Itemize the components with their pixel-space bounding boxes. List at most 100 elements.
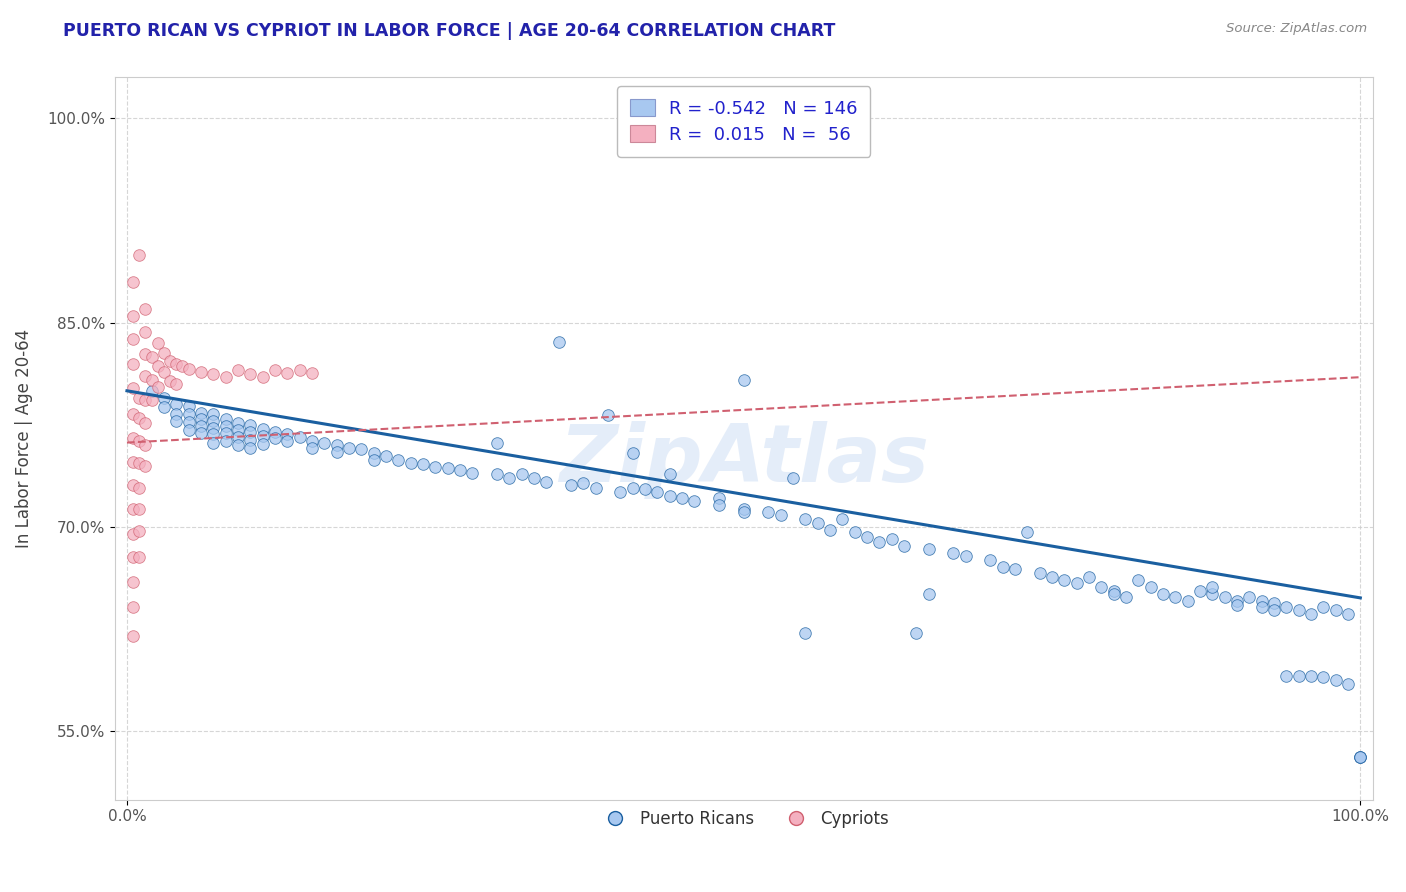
Point: [449, 463, 471, 477]
Point: [461, 466, 484, 480]
Point: [177, 407, 200, 421]
Point: [621, 481, 644, 495]
Point: [177, 399, 200, 413]
Point: [172, 359, 194, 374]
Point: [141, 350, 163, 364]
Point: [1324, 673, 1347, 687]
Point: [202, 368, 225, 382]
Point: [1053, 573, 1076, 587]
Point: [412, 458, 434, 472]
Point: [1288, 668, 1310, 682]
Point: [585, 481, 607, 495]
Point: [128, 434, 150, 449]
Point: [122, 574, 145, 589]
Point: [572, 476, 595, 491]
Point: [1263, 603, 1285, 617]
Point: [128, 524, 150, 538]
Point: [146, 336, 169, 351]
Point: [314, 435, 336, 450]
Point: [214, 419, 236, 434]
Point: [122, 432, 145, 446]
Point: [733, 502, 755, 516]
Legend: Puerto Ricans, Cypriots: Puerto Ricans, Cypriots: [592, 803, 896, 835]
Point: [214, 370, 236, 384]
Point: [893, 539, 915, 553]
Point: [141, 393, 163, 408]
Point: [1250, 600, 1272, 615]
Point: [436, 461, 458, 475]
Point: [128, 456, 150, 470]
Point: [252, 370, 274, 384]
Point: [1337, 607, 1360, 622]
Point: [658, 467, 681, 481]
Point: [122, 407, 145, 421]
Point: [634, 482, 657, 496]
Point: [844, 525, 866, 540]
Point: [1350, 750, 1372, 764]
Point: [122, 332, 145, 346]
Point: [536, 475, 558, 489]
Point: [363, 453, 385, 467]
Point: [399, 456, 422, 470]
Point: [1102, 587, 1125, 601]
Point: [264, 432, 287, 446]
Point: [485, 467, 508, 481]
Point: [1250, 593, 1272, 607]
Point: [159, 354, 181, 368]
Point: [782, 471, 804, 485]
Point: [756, 505, 779, 519]
Point: [190, 406, 212, 420]
Point: [146, 380, 169, 394]
Point: [1201, 580, 1223, 594]
Point: [1213, 590, 1236, 604]
Point: [485, 435, 508, 450]
Point: [498, 471, 520, 485]
Point: [276, 366, 298, 380]
Point: [917, 587, 939, 601]
Point: [165, 414, 187, 428]
Point: [1152, 587, 1174, 601]
Point: [658, 489, 681, 503]
Point: [794, 512, 817, 526]
Point: [1324, 603, 1347, 617]
Point: [794, 626, 817, 640]
Point: [425, 460, 447, 475]
Point: [134, 347, 156, 361]
Point: [226, 430, 249, 444]
Y-axis label: In Labor Force | Age 20-64: In Labor Force | Age 20-64: [15, 329, 32, 548]
Point: [325, 445, 347, 459]
Point: [683, 494, 706, 508]
Point: [252, 422, 274, 436]
Point: [153, 365, 176, 379]
Point: [905, 626, 928, 640]
Point: [1312, 670, 1334, 684]
Point: [177, 423, 200, 437]
Point: [325, 438, 347, 452]
Point: [264, 363, 287, 377]
Point: [141, 373, 163, 387]
Point: [134, 458, 156, 473]
Point: [1078, 570, 1101, 584]
Point: [1299, 607, 1322, 622]
Point: [190, 365, 212, 379]
Point: [1288, 603, 1310, 617]
Point: [1201, 587, 1223, 601]
Point: [609, 484, 631, 499]
Point: [1337, 676, 1360, 690]
Point: [165, 376, 187, 391]
Point: [1017, 525, 1039, 540]
Point: [122, 455, 145, 469]
Point: [1275, 668, 1298, 682]
Point: [165, 357, 187, 371]
Point: [153, 345, 176, 359]
Point: [1239, 590, 1261, 604]
Point: [153, 391, 176, 405]
Point: [252, 429, 274, 443]
Point: [1263, 596, 1285, 610]
Point: [122, 381, 145, 395]
Point: [122, 502, 145, 516]
Point: [301, 366, 323, 380]
Point: [165, 407, 187, 421]
Point: [190, 425, 212, 440]
Point: [239, 441, 262, 455]
